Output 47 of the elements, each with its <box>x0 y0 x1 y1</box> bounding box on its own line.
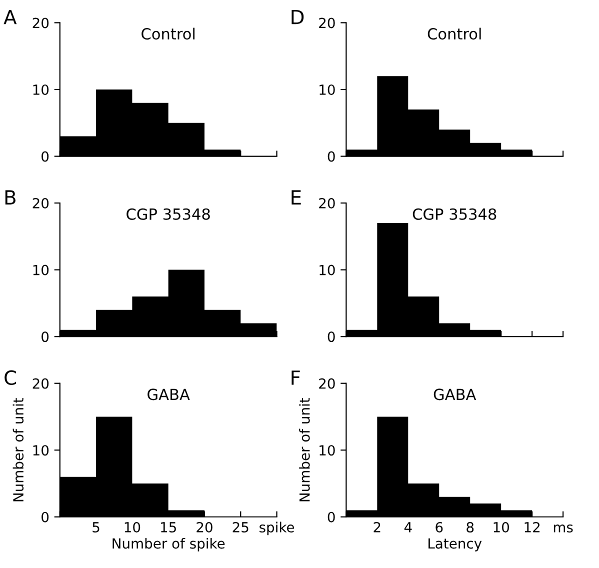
text: C <box>4 370 16 386</box>
x-tick-label: 10 <box>124 522 140 532</box>
y-tick-label: 0 <box>42 512 49 522</box>
y-tick-label: 0 <box>42 151 49 162</box>
chart-title: Control <box>142 28 195 40</box>
chart-title: GABA <box>434 388 476 400</box>
x-tick-label: 15 <box>161 522 176 532</box>
text: F <box>292 370 300 385</box>
y-tick-label: 10 <box>320 84 335 95</box>
x-tick-label: 4 <box>404 522 412 532</box>
text: E <box>292 190 301 204</box>
y-tick-label: 10 <box>33 84 49 95</box>
x-axis-title: Latency <box>428 538 482 552</box>
y-tick-label: 0 <box>42 332 49 342</box>
y-tick-label: 10 <box>320 264 335 276</box>
y-tick-label: 10 <box>33 445 49 456</box>
y-tick-label: 20 <box>32 378 49 389</box>
y-tick-label: 20 <box>319 198 335 208</box>
text: B <box>5 190 16 204</box>
y-tick-label: 10 <box>320 445 335 456</box>
text: A <box>4 10 17 24</box>
x-tick-label: ms <box>554 524 573 532</box>
x-tick-label: 5 <box>92 522 100 532</box>
x-tick-label: 20 <box>196 522 212 532</box>
x-tick-label: 12 <box>524 522 540 532</box>
x-tick-label: spike <box>260 522 294 536</box>
y-tick-label: 20 <box>32 198 49 208</box>
y-tick-label: 0 <box>328 332 335 342</box>
chart-title: Control <box>428 28 481 40</box>
y-axis-title: Number of unit <box>12 398 24 502</box>
x-tick-label: 6 <box>436 522 443 532</box>
x-tick-label: 10 <box>494 522 510 532</box>
x-axis-title: Number of spike <box>112 538 225 552</box>
y-tick-label: 20 <box>32 18 49 28</box>
chart-title: GABA <box>148 388 190 400</box>
chart-title: CGP 35348 <box>412 208 496 220</box>
y-axis-title: Number of unit <box>299 398 310 502</box>
y-tick-label: 20 <box>319 378 335 389</box>
text: D <box>292 10 304 24</box>
chart-title: CGP 35348 <box>126 208 210 220</box>
y-tick-label: 10 <box>33 264 49 276</box>
y-tick-label: 20 <box>319 18 335 28</box>
x-tick-label: 25 <box>232 522 248 532</box>
x-tick-label: 2 <box>374 522 380 532</box>
y-tick-label: 0 <box>328 151 335 162</box>
x-tick-label: 8 <box>466 522 474 532</box>
y-tick-label: 0 <box>328 512 335 522</box>
